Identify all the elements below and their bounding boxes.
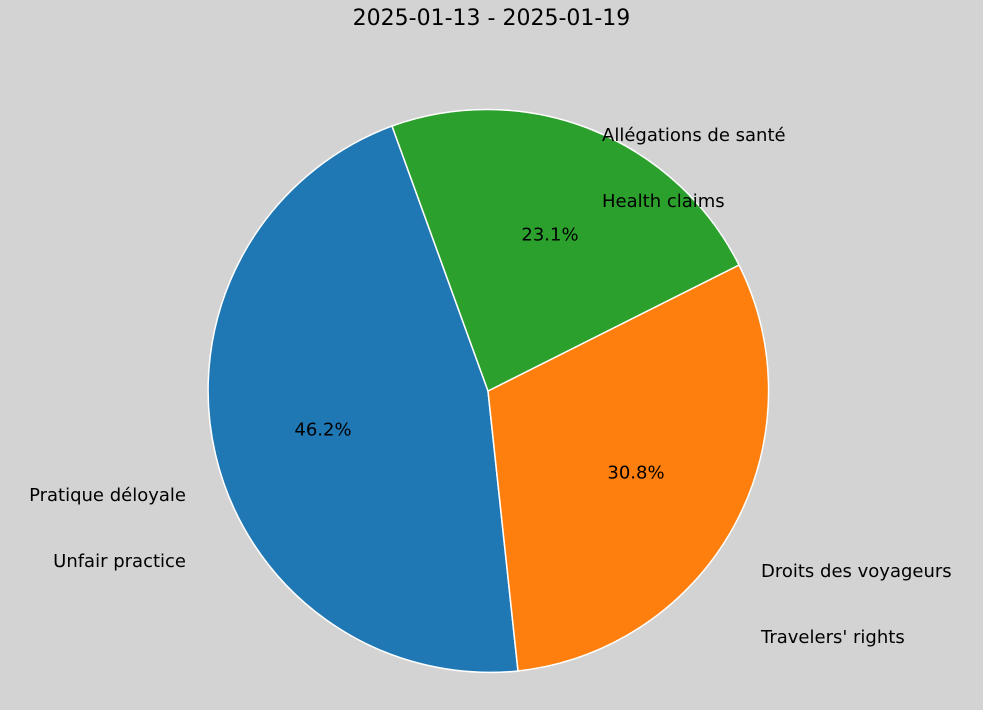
chart-title: 2025-01-13 - 2025-01-19 [352, 6, 631, 31]
label-line-en: Health claims [602, 191, 725, 212]
pct-health-claims: 23.1% [521, 224, 579, 246]
label-health-claims: Allégations de santé Health claims [602, 81, 786, 235]
label-line-en: Travelers' rights [761, 627, 905, 648]
label-line-fr: Droits des voyageurs [761, 561, 952, 582]
label-line-en: Unfair practice [53, 551, 186, 572]
label-line-fr: Pratique déloyale [29, 485, 186, 506]
label-unfair-practice: Pratique déloyale Unfair practice [10, 441, 186, 595]
pct-travelers-rights: 30.8% [607, 462, 665, 484]
slice-travelers-rights [487, 263, 770, 672]
label-travelers-rights: Droits des voyageurs Travelers' rights [761, 517, 952, 671]
slice-unfair-practice [207, 125, 519, 674]
pct-unfair-practice: 46.2% [294, 419, 352, 441]
slice-health-claims [391, 108, 741, 393]
label-line-fr: Allégations de santé [602, 125, 786, 146]
